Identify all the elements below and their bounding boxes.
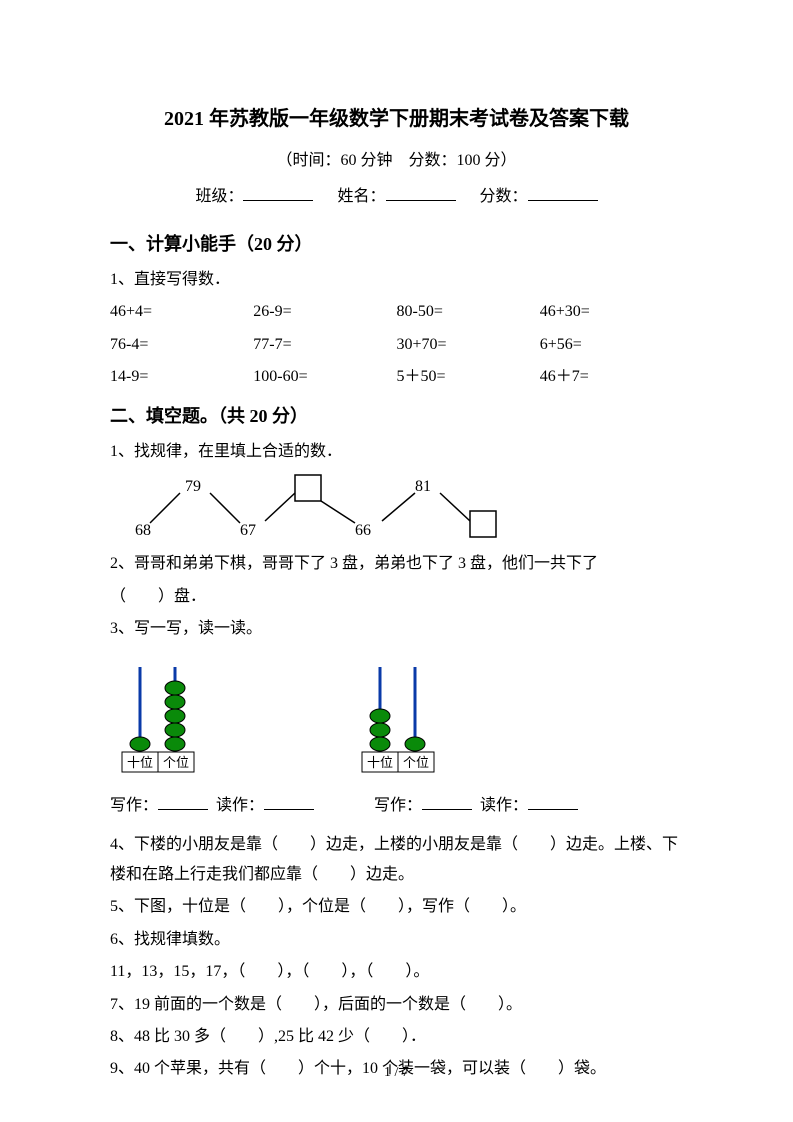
name-blank[interactable]: [386, 184, 456, 201]
abacus-tens-label: 十位: [127, 755, 153, 770]
section2-q4: 4、下楼的小朋友是靠（ ）边走，上楼的小朋友是靠（ ）边走。上楼、下楼和在路上行…: [110, 830, 683, 891]
calc-row-1: 46+4= 26-9= 80-50= 46+30=: [110, 297, 683, 327]
calc-cell: 14-9=: [110, 362, 253, 392]
section2-heading: 二、填空题。（共 20 分）: [110, 399, 683, 433]
write-read-right: 写作： 读作：: [374, 791, 578, 821]
section2-q5: 5、下图，十位是（ ），个位是（ ），写作（ ）。: [110, 892, 683, 922]
calc-cell: 26-9=: [253, 297, 396, 327]
class-blank[interactable]: [243, 184, 313, 201]
write-read-row: 写作： 读作： 写作： 读作：: [110, 791, 683, 821]
read-label: 读作：: [480, 797, 528, 814]
pattern-box-bottom[interactable]: [470, 511, 496, 537]
page-footer: 1 / 7: [0, 1060, 793, 1087]
time-value: 60 分钟: [340, 152, 392, 169]
pattern-diagram: 79 68 67 66 81: [110, 473, 683, 543]
abacus-right: 十位 个位: [350, 662, 450, 777]
exam-page: 2021 年苏教版一年级数学下册期末考试卷及答案下载 （时间：60 分钟 分数：…: [0, 0, 793, 1122]
write-read-left: 写作： 读作：: [110, 791, 314, 821]
pattern-top-2: 81: [415, 478, 431, 495]
subtitle-prefix: （时间：: [276, 152, 340, 169]
calc-row-2: 76-4= 77-7= 30+70= 6+56=: [110, 330, 683, 360]
pattern-svg: 79 68 67 66 81: [110, 473, 590, 543]
section1-q1-label: 1、直接写得数．: [110, 265, 683, 295]
section2-q3-label: 3、写一写，读一读。: [110, 614, 683, 644]
pattern-bottom-3: 66: [355, 522, 371, 539]
section2-q2b: （ ）盘．: [110, 582, 683, 612]
subtitle-mid: 分数：: [393, 152, 457, 169]
read-label: 读作：: [216, 797, 264, 814]
calc-cell: 5＋50=: [397, 362, 540, 392]
pattern-bottom-2: 67: [240, 522, 256, 539]
read-blank[interactable]: [264, 793, 314, 810]
student-info-line: 班级： 姓名： 分数：: [110, 182, 683, 212]
score-label: 分数：: [480, 188, 528, 205]
pattern-box-top[interactable]: [295, 475, 321, 501]
abacus-left: 十位 个位: [110, 662, 210, 777]
name-label: 姓名：: [337, 188, 385, 205]
calc-cell: 80-50=: [397, 297, 540, 327]
abacus-ones-label: 个位: [163, 755, 189, 770]
section2-q2a: 2、哥哥和弟弟下棋，哥哥下了 3 盘，弟弟也下了 3 盘，他们一共下了: [110, 549, 683, 579]
class-label: 班级：: [195, 188, 243, 205]
calc-cell: 46+30=: [540, 297, 683, 327]
abacus-ones-label: 个位: [403, 755, 429, 770]
calc-cell: 76-4=: [110, 330, 253, 360]
calc-row-3: 14-9= 100-60= 5＋50= 46＋7=: [110, 362, 683, 392]
pattern-top-1: 79: [185, 478, 201, 495]
write-label: 写作：: [374, 797, 422, 814]
calc-cell: 30+70=: [397, 330, 540, 360]
read-blank[interactable]: [528, 793, 578, 810]
abacus-row: 十位 个位 十位 个位: [110, 662, 683, 777]
page-title: 2021 年苏教版一年级数学下册期末考试卷及答案下载: [110, 100, 683, 138]
write-blank[interactable]: [158, 793, 208, 810]
section2-q7: 7、19 前面的一个数是（ ），后面的一个数是（ ）。: [110, 990, 683, 1020]
time-score-line: （时间：60 分钟 分数：100 分）: [110, 146, 683, 176]
score-total: 100 分）: [457, 152, 517, 169]
calc-cell: 100-60=: [253, 362, 396, 392]
section2-q1-label: 1、找规律，在里填上合适的数．: [110, 437, 683, 467]
score-blank[interactable]: [528, 184, 598, 201]
write-label: 写作：: [110, 797, 158, 814]
pattern-bottom-1: 68: [135, 522, 151, 539]
calc-cell: 6+56=: [540, 330, 683, 360]
calc-cell: 77-7=: [253, 330, 396, 360]
section2-q6-label: 6、找规律填数。: [110, 925, 683, 955]
calc-cell: 46＋7=: [540, 362, 683, 392]
calc-cell: 46+4=: [110, 297, 253, 327]
section2-q6-seq: 11，13，15，17，（ ），（ ），（ ）。: [110, 957, 683, 987]
abacus-tens-label: 十位: [367, 755, 393, 770]
section2-q8: 8、48 比 30 多（ ）,25 比 42 少（ ）．: [110, 1022, 683, 1052]
write-blank[interactable]: [422, 793, 472, 810]
section1-heading: 一、计算小能手（20 分）: [110, 227, 683, 261]
